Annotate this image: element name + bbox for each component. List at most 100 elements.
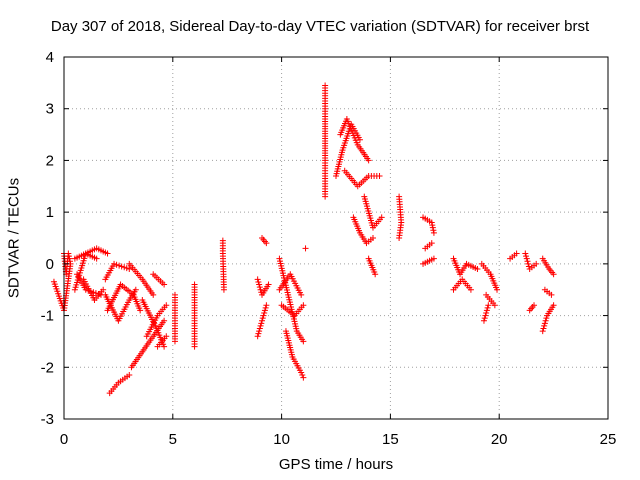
y-tick-label: 1 [46,204,54,221]
data-point [263,240,270,247]
data-point [525,263,532,270]
data-point [259,315,266,322]
data-point [494,286,501,293]
data-point [150,291,157,298]
y-tick-label: 2 [46,152,54,169]
data-series-segment [522,250,540,273]
data-point [261,309,268,316]
data-series-segment [254,276,272,298]
data-point [428,240,435,247]
y-tick-label: -1 [41,308,54,325]
data-series-segment [450,255,481,278]
data-point [302,245,309,252]
data-series-segment [219,237,227,293]
y-tick-label: -2 [41,359,54,376]
data-series-segment [71,250,100,293]
data-series-segment [276,271,305,298]
x-tick-label: 20 [491,431,508,448]
data-point [484,304,491,311]
data-point [480,317,487,324]
data-point [104,250,111,257]
data-point [65,250,72,257]
data-point [543,315,550,322]
data-series-segment [254,302,270,340]
data-point [378,214,385,221]
data-series-segment [526,302,538,314]
data-series-segment [150,271,168,288]
data-point [429,222,436,229]
data-point [262,304,269,311]
data-point [257,286,264,293]
data-series-segment [420,255,437,267]
plot-frame [63,56,609,420]
data-point [171,338,178,345]
x-tick-label: 5 [169,431,177,448]
y-tick-label: -3 [41,411,54,428]
data-point [65,253,72,260]
data-point [137,307,144,314]
x-axis-label: GPS time / hours [278,456,394,473]
data-point [376,172,383,179]
x-tick-label: 10 [273,431,290,448]
data-point [396,235,403,241]
data-point [265,281,272,288]
data-series-segment [143,302,170,340]
data-point [491,302,498,309]
data-point [430,227,437,234]
data-point [254,333,261,340]
data-point [259,317,266,324]
data-point [66,258,73,265]
data-point [482,312,489,319]
data-point [539,328,546,335]
data-series-segment [282,328,307,381]
data-series-segment [422,240,435,252]
data-series-segment [539,302,557,335]
data-point [258,320,265,327]
data-point [161,317,168,324]
data-point [474,266,481,273]
data-series-segment [278,302,307,319]
data-point [126,266,133,273]
data-point [300,374,307,381]
data-series-segment [480,302,492,324]
data-point [322,193,329,200]
data-series-segment [259,235,270,247]
data-series-segment [507,250,520,262]
data-point [430,255,437,262]
data-point [467,286,474,293]
data-point [483,309,490,316]
data-point [113,261,120,268]
chart-title: Day 307 of 2018, Sidereal Day-to-day VTE… [50,18,590,35]
data-point [428,219,435,226]
data-point [261,307,268,314]
data-point [100,286,107,293]
data-point [533,260,540,267]
data-series-segment [396,193,405,241]
data-series-segment [337,116,372,164]
data-point [163,302,170,309]
data-point [483,307,490,314]
data-point [541,320,548,327]
data-point [298,369,305,376]
data-series-segment [450,276,474,293]
data-series-segment [71,245,111,262]
data-point [121,264,128,271]
data-point [126,372,133,379]
data-series-segment [365,255,379,278]
data-point [485,302,492,309]
data-series-segment [154,333,170,350]
data-series-segment [478,260,501,293]
data-point [550,302,557,309]
data-point [548,291,555,298]
data-point [430,229,437,236]
data-point [161,281,168,288]
y-tick-label: 4 [46,49,54,66]
data-point [365,157,372,164]
data-point [123,265,130,272]
data-point [513,250,520,257]
x-tick-label: 0 [60,431,68,448]
data-point [66,255,73,262]
data-point [93,255,100,262]
data-point [161,343,168,350]
